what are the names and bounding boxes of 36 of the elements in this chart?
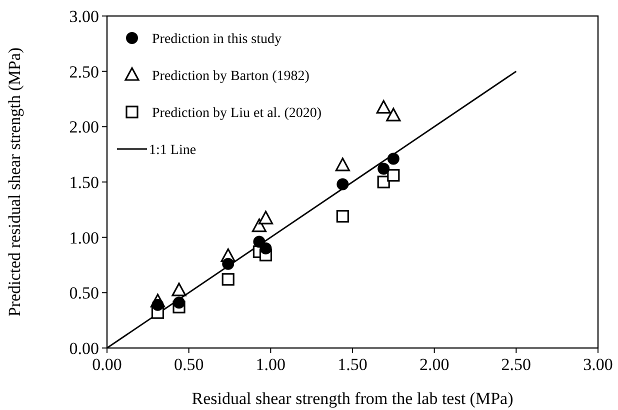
x-tick-label: 0.50: [174, 355, 204, 374]
point: [377, 176, 390, 188]
x-tick-label: 1.00: [256, 355, 286, 374]
x-tick-label: 2.50: [501, 355, 532, 374]
x-axis-title: Residual shear strength from the lab test (MPa): [192, 389, 514, 408]
point: [252, 218, 267, 232]
point: [387, 152, 400, 165]
legend-label: Prediction in this study: [152, 32, 282, 47]
y-axis-title: Predicted residual shear strength (MPa): [5, 47, 24, 317]
point: [378, 162, 390, 175]
y-tick-label: 3.00: [69, 7, 99, 26]
point: [386, 108, 401, 122]
y-tick-label: 1.00: [69, 228, 99, 248]
x-tick-label: 1.50: [338, 355, 368, 374]
point: [376, 100, 391, 114]
y-tick-label: 2.50: [69, 62, 99, 82]
point: [222, 258, 234, 270]
point: [336, 178, 349, 190]
point: [258, 210, 274, 224]
y-tick-label: 0.50: [69, 284, 99, 303]
point: [173, 296, 186, 309]
point: [336, 210, 349, 223]
point: [172, 282, 186, 296]
x-tick-label: 0.00: [92, 355, 122, 374]
y-tick-label: 2.00: [69, 118, 99, 137]
x-tick-label: 2.00: [419, 355, 450, 374]
y-tick-label: 0.00: [69, 339, 99, 358]
x-tick-label: 3.00: [583, 355, 613, 374]
point: [335, 158, 350, 172]
y-tick-label: 1.50: [69, 173, 99, 192]
point: [387, 169, 400, 182]
point: [260, 242, 272, 254]
legend-label: 1:1 Line: [149, 143, 196, 158]
legend-label: Prediction by Barton (1982): [152, 69, 310, 84]
point: [222, 273, 234, 286]
legend-label: Prediction by Liu et al. (2020): [152, 106, 322, 121]
